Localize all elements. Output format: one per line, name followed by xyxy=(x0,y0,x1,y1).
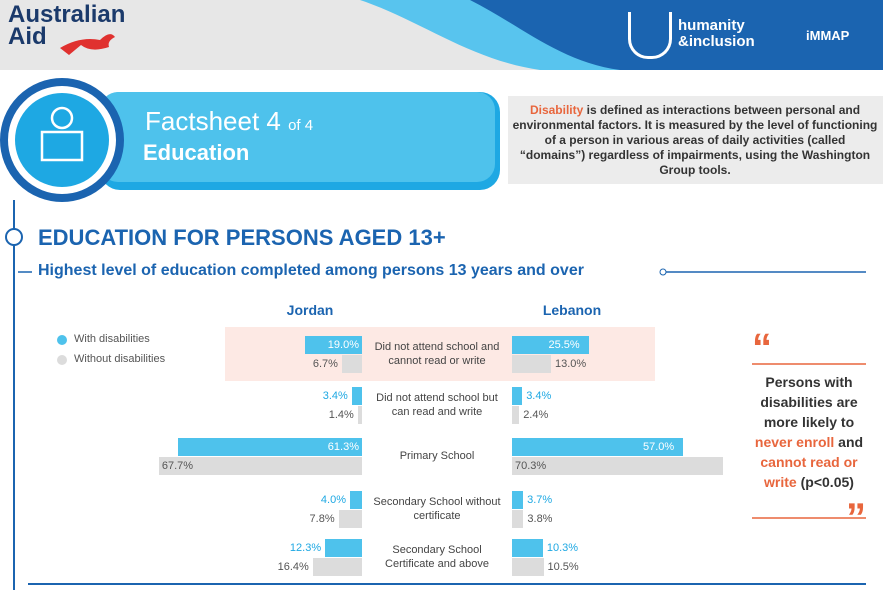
category-label: Did not attend school but can read and w… xyxy=(376,392,498,418)
bar xyxy=(351,387,362,405)
section-title: EDUCATION FOR PERSONS AGED 13+ xyxy=(38,225,446,250)
bar xyxy=(178,438,362,456)
definition: Disability is defined as interactions be… xyxy=(512,103,878,178)
bar xyxy=(350,491,362,509)
bar xyxy=(512,438,683,456)
factsheet-topic: Education xyxy=(143,140,250,165)
factsheet-label: Factsheet 4 xyxy=(145,106,281,136)
quote-text: cannot read or write xyxy=(760,454,858,490)
bar xyxy=(512,539,543,557)
factsheet-of: of 4 xyxy=(288,117,314,134)
hi-logo xyxy=(628,12,672,59)
value-label: 10.3% xyxy=(546,542,579,554)
legend-swatch xyxy=(57,335,67,345)
bar xyxy=(512,355,551,373)
value-label: 3.4% xyxy=(322,390,348,402)
bar xyxy=(325,539,362,557)
value-label: 10.5% xyxy=(547,561,579,573)
category-label: Primary School xyxy=(399,450,475,462)
value-label: 57.0% xyxy=(643,441,675,453)
logo-text: Australian xyxy=(8,1,126,28)
value-label: 3.4% xyxy=(526,390,552,402)
value-label: 67.7% xyxy=(161,460,194,472)
bar xyxy=(512,510,524,528)
value-label: 3.7% xyxy=(527,494,553,506)
logo-text: Aid xyxy=(8,23,47,50)
panel-label: Lebanon xyxy=(542,302,602,318)
definition-term: Disability xyxy=(529,103,584,117)
value-label: 16.4% xyxy=(277,561,309,573)
bar xyxy=(512,336,589,354)
category-label: Secondary School without certificate xyxy=(373,496,501,522)
category-label: Did not attend school and cannot read or… xyxy=(374,341,500,367)
bar xyxy=(341,355,362,373)
quote-text: never enroll xyxy=(754,434,835,450)
value-label: 6.7% xyxy=(312,358,338,370)
bar xyxy=(512,558,544,576)
partner-logo: humanity xyxy=(678,17,745,34)
bar xyxy=(312,558,362,576)
bar xyxy=(512,406,520,424)
quote: “ Persons with disabilities are more lik… xyxy=(752,326,866,540)
bar xyxy=(512,491,524,509)
category-label: Secondary School Certificate and above xyxy=(385,544,489,570)
bar xyxy=(338,510,362,528)
quote-text: Persons with disabilities are more likel… xyxy=(760,374,858,430)
bar xyxy=(357,406,362,424)
value-label: 12.3% xyxy=(289,542,322,554)
legend-label: With disabilities xyxy=(74,333,150,345)
value-label: 13.0% xyxy=(555,358,587,370)
legend-label: Without disabilities xyxy=(74,353,166,365)
chart-title: Highest level of education completed amo… xyxy=(38,262,584,279)
value-label: 61.3% xyxy=(327,441,359,453)
panel-label: Jordan xyxy=(286,302,334,318)
value-label: 19.0% xyxy=(327,339,359,351)
bar xyxy=(512,457,723,475)
value-label: 3.8% xyxy=(527,513,553,525)
partner-logo: iMMAP xyxy=(806,28,850,43)
value-label: 70.3% xyxy=(515,460,547,472)
bar xyxy=(512,387,523,405)
legend-swatch xyxy=(57,355,67,365)
value-label: 7.8% xyxy=(309,513,335,525)
value-label: 4.0% xyxy=(320,494,346,506)
value-label: 2.4% xyxy=(523,409,549,421)
partner-logo: &inclusion xyxy=(678,33,755,50)
bar xyxy=(305,336,362,354)
quote-text: (p<0.05) xyxy=(796,474,854,490)
value-label: 1.4% xyxy=(328,409,354,421)
definition-text: is defined as interactions between perso… xyxy=(512,103,878,177)
bar xyxy=(158,457,362,475)
value-label: 25.5% xyxy=(548,339,580,351)
quote-text: and xyxy=(834,434,864,450)
